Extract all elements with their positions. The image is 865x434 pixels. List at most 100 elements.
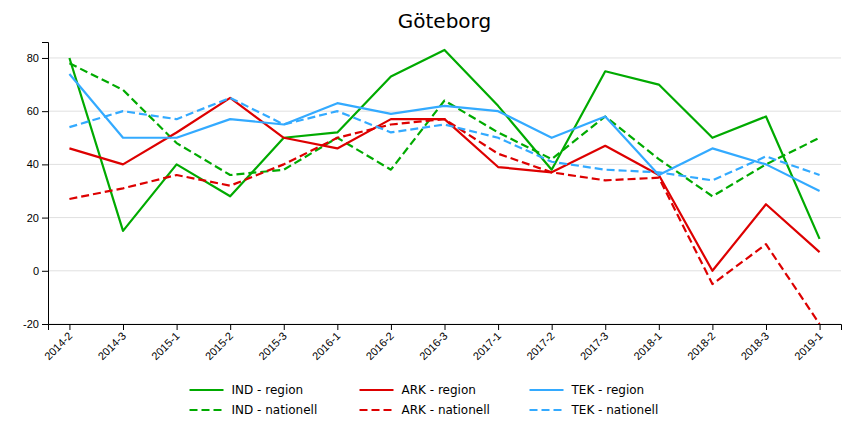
legend-item: IND - region [190,383,304,397]
tick-mark [498,324,499,330]
tick-mark [42,324,48,325]
plot: -20 0 20 40 60 80 2014-2 2014-3 2015-1 2015-2 2015… [23,43,841,363]
tick-label: 2015-3 [256,330,289,363]
tick-label: 0 [33,265,39,277]
grid [48,58,841,324]
tick: 80 [27,52,48,64]
tick-mark [659,324,660,330]
tick: 2018-3 [738,324,771,362]
line [69,98,819,271]
grid-line [48,164,841,165]
tick-label: 2018-2 [685,330,718,363]
legend-label: ARK - region [402,383,476,397]
tick: 60 [27,105,48,117]
tick: 2015-1 [149,324,182,362]
axis-line [49,325,842,331]
tick-label: 80 [27,52,39,64]
tick: 2018-1 [631,324,664,362]
tick-label: 2014-2 [42,330,75,363]
legend-swatch [530,409,564,411]
tick-label: 20 [27,212,39,224]
tick-mark [42,58,48,59]
grid-line [48,111,841,112]
tick: 2016-2 [363,324,396,362]
legend-swatch [190,389,224,391]
legend-item: IND - nationell [190,403,318,417]
grid-line [48,217,841,218]
legend-item: TEK - region [530,383,645,397]
tick-mark [42,164,48,165]
lines [69,50,819,324]
tick-mark [766,324,767,330]
tick-label: -20 [23,318,39,330]
legend-label: TEK - region [571,383,645,397]
legend-item: TEK - nationell [530,403,659,417]
grid-line [48,57,841,58]
line [69,74,819,191]
legend-swatch [360,389,394,391]
tick-label: 2017-2 [524,330,557,363]
tick: 2017-1 [471,324,504,362]
tick-label: 2015-2 [203,330,236,363]
tick: 2017-2 [524,324,557,362]
tick-label: 40 [27,158,39,170]
tick: 2014-3 [95,324,128,362]
tick-mark [391,324,392,330]
tick-label: 2015-1 [149,330,182,363]
tick: 2015-3 [256,324,289,362]
tick-label: 2014-3 [95,330,128,363]
legend-label: ARK - nationell [402,403,490,417]
legend-label: IND - region [232,383,304,397]
tick: -20 [23,318,48,330]
legend-label: IND - nationell [232,403,318,417]
legend-swatch [360,409,394,411]
tick-mark [230,324,231,330]
tick: 2017-3 [578,324,611,362]
legend: IND - region IND - nationell ARK - region A… [190,383,659,417]
tick: 2018-2 [685,324,718,362]
tick-label: 2019-1 [792,330,825,363]
chart: -20 0 20 40 60 80 2014-2 2014-3 2015-1 2015-2 2015… [0,0,865,434]
tick-mark [42,271,48,272]
tick-mark [605,324,606,330]
legend-swatch [190,409,224,411]
tick-mark [42,218,48,219]
x-axis: 2014-2 2014-3 2015-1 2015-2 2015-3 2016-1 2016… [42,324,842,362]
tick: 2019-1 [792,324,825,362]
tick-mark [820,324,821,330]
grid-line [48,270,841,271]
tick-mark [177,324,178,330]
tick-mark [42,111,48,112]
tick: 2016-3 [417,324,450,362]
title: Göteborg [398,9,491,33]
tick-mark [712,324,713,330]
axis-line [42,43,49,325]
y-axis: -20 0 20 40 60 80 [23,43,48,331]
tick-label: 2018-1 [631,330,664,363]
tick-mark [284,324,285,330]
tick: 2016-1 [310,324,343,362]
tick-mark [123,324,124,330]
tick-label: 2016-3 [417,330,450,363]
legend-item: ARK - nationell [360,403,490,417]
tick: 0 [33,265,48,277]
tick-label: 2017-3 [578,330,611,363]
tick-label: 60 [27,105,39,117]
tick-mark [445,324,446,330]
legend-label: TEK - nationell [571,403,659,417]
tick-label: 2016-2 [363,330,396,363]
tick-mark [69,324,70,330]
tick-label: 2016-1 [310,330,343,363]
tick-mark [552,324,553,330]
tick: 2014-2 [42,324,75,362]
legend-item: ARK - region [360,383,476,397]
tick-label: 2017-1 [471,330,504,363]
line [69,50,819,239]
tick-mark [337,324,338,330]
tick-label: 2018-3 [738,330,771,363]
tick: 2015-2 [203,324,236,362]
line [69,98,819,180]
tick: 40 [27,158,48,170]
legend-swatch [530,389,564,391]
tick: 20 [27,212,48,224]
